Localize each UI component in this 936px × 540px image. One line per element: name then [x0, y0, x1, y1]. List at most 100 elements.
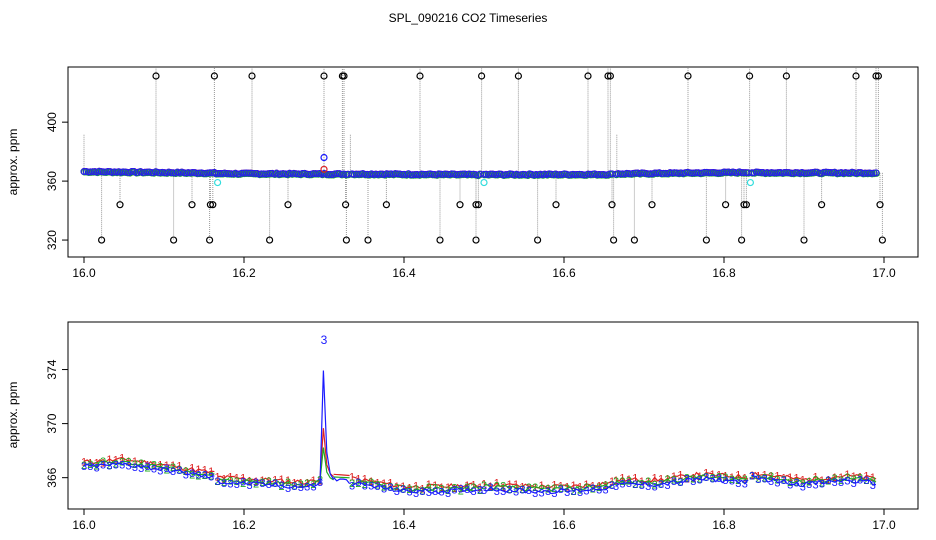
data-point	[242, 169, 250, 177]
series-1-marker: 1	[494, 478, 500, 490]
series-3-marker: 3	[311, 481, 317, 493]
x-tick-label: 17.0	[872, 518, 896, 532]
data-point	[452, 171, 460, 179]
series-2-marker: 2	[464, 482, 470, 494]
series-1-marker: 1	[716, 469, 722, 481]
series-3-marker: 3	[272, 478, 278, 490]
series-2-marker: 2	[729, 474, 735, 486]
series-3-marker: 3	[639, 480, 645, 492]
series-2-marker: 2	[407, 484, 413, 496]
series-1-marker: 1	[189, 463, 195, 475]
data-point	[515, 171, 523, 179]
data-point	[651, 169, 659, 177]
series-3-marker: 3	[800, 482, 806, 494]
series-1-marker: 1	[94, 458, 100, 470]
series-2-marker: 2	[863, 475, 869, 487]
series-3-marker: 3	[394, 486, 400, 498]
outlier-point	[188, 201, 196, 209]
data-point	[863, 169, 871, 177]
data-point	[800, 169, 808, 177]
series-3-marker: 3	[164, 463, 170, 475]
data-point	[97, 168, 105, 176]
series-3-marker: 3	[825, 475, 831, 487]
series-2-marker: 2	[94, 460, 100, 472]
data-point	[80, 168, 88, 176]
outlier-point	[606, 72, 615, 80]
series-3-marker: 3	[145, 461, 151, 473]
series-2-marker: 2	[151, 460, 157, 472]
data-point	[647, 170, 655, 178]
series-3-marker: 3	[558, 484, 564, 496]
outlier-point	[874, 72, 883, 80]
data-point	[738, 169, 746, 177]
series-1-marker: 1	[729, 472, 735, 484]
data-point	[815, 169, 823, 177]
data-point	[195, 169, 203, 177]
series-2-marker: 2	[451, 482, 457, 494]
series-2-marker: 2	[355, 478, 361, 490]
series-3-marker: 3	[362, 480, 368, 492]
data-point	[752, 168, 760, 176]
series-1-marker: 1	[240, 472, 246, 484]
series-3-marker: 3	[349, 480, 355, 492]
series-2-marker: 2	[774, 475, 780, 487]
outlier-point	[266, 236, 274, 244]
series-3-marker: 3	[722, 475, 728, 487]
data-point	[167, 169, 175, 177]
series-3-marker: 3	[355, 477, 361, 489]
series-3-marker: 3	[183, 470, 189, 482]
data-point	[160, 169, 168, 177]
series-3-marker: 3	[710, 473, 716, 485]
series-2-line	[615, 474, 749, 486]
series-3-marker: 3	[626, 478, 632, 490]
data-point	[824, 168, 832, 176]
data-point	[361, 170, 369, 178]
series-3-marker: 3	[513, 487, 519, 499]
series-2-marker: 2	[481, 480, 487, 492]
series-1-marker: 1	[375, 478, 381, 490]
series-2-marker: 2	[119, 456, 125, 468]
series-1-marker: 1	[677, 470, 683, 482]
top-panel: 16.0 16.2 16.4 16.6 16.8 17.0 320 360 400 approx…	[6, 66, 919, 280]
series-2-marker: 2	[375, 479, 381, 491]
data-point	[757, 168, 765, 176]
outlier-point	[340, 72, 348, 80]
series-3-marker: 3	[539, 487, 545, 499]
series-1-marker: 1	[583, 479, 589, 491]
series-3-marker: 3	[603, 485, 609, 497]
outlier-point	[210, 72, 218, 80]
x-tick-label: 16.6	[552, 266, 576, 280]
data-point	[662, 169, 670, 177]
series-2-marker: 2	[285, 477, 291, 489]
series-3-marker: 3	[645, 481, 651, 493]
series-1-marker: 1	[571, 480, 577, 492]
data-point	[783, 168, 791, 176]
outlier-point	[152, 72, 160, 80]
series-2-marker: 2	[838, 475, 844, 487]
x-tick-label: 16.8	[712, 518, 736, 532]
series-1-marker: 1	[710, 469, 716, 481]
series-1-marker: 1	[639, 476, 645, 488]
top-panel-ylabel: approx. ppm	[6, 129, 20, 196]
series-3-marker: 3	[590, 483, 596, 495]
data-point	[417, 170, 425, 178]
series-3-marker: 3	[100, 459, 106, 471]
data-point	[701, 168, 709, 176]
series-3-marker: 3	[240, 477, 246, 489]
series-1-marker: 1	[215, 472, 221, 484]
series-3-marker: 3	[407, 486, 413, 498]
series-2-marker: 2	[164, 465, 170, 477]
data-point	[616, 170, 624, 178]
data-point	[128, 168, 136, 176]
series-1-marker: 1	[279, 474, 285, 486]
series-1-marker: 1	[471, 479, 477, 491]
y-tick-label: 320	[45, 230, 59, 250]
series-1-marker: 1	[387, 477, 393, 489]
data-point	[459, 170, 467, 178]
series-3-marker: 3	[157, 465, 163, 477]
series-1-marker: 1	[513, 479, 519, 491]
series-1-marker: 1	[658, 473, 664, 485]
series-3-marker: 3	[729, 476, 735, 488]
